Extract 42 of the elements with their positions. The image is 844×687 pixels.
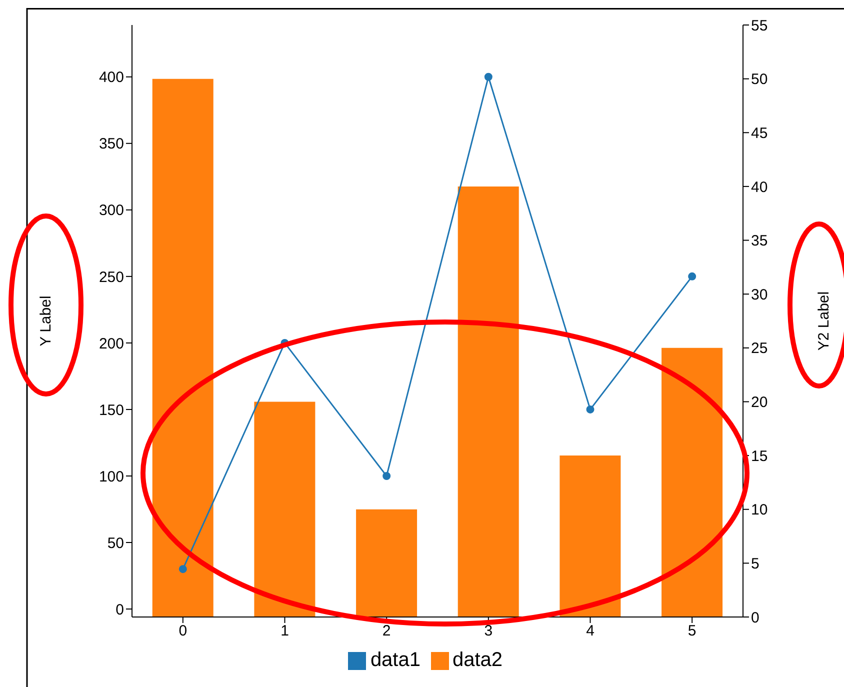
y2-tick-label: 0 — [751, 609, 760, 626]
point — [688, 272, 696, 280]
y-tick-label: 150 — [98, 402, 124, 419]
y-tick-label: 400 — [98, 69, 124, 86]
x-tick-label: 4 — [586, 622, 594, 640]
bar — [356, 509, 418, 617]
x-tick-label: 5 — [688, 622, 696, 640]
y-tick-label: 350 — [98, 136, 124, 153]
y2-tick-label: 10 — [751, 502, 768, 519]
point — [382, 472, 391, 480]
point — [178, 565, 187, 574]
x-tick-label: 1 — [280, 622, 289, 640]
y-tick-label: 100 — [98, 468, 124, 486]
y2-tick-label: 20 — [751, 394, 768, 412]
point — [586, 405, 594, 414]
bar — [662, 348, 723, 617]
legend-label: data1 — [370, 649, 420, 671]
y-axis-title: Y Label — [37, 296, 54, 346]
y2-axis-title: Y2 Label — [815, 291, 832, 351]
bar — [254, 402, 316, 617]
y-tick-label: 250 — [98, 268, 124, 286]
x-tick-label: 2 — [382, 622, 391, 640]
y-tick-label: 50 — [107, 534, 124, 552]
y2-tick-label: 25 — [751, 340, 768, 358]
point — [484, 72, 492, 81]
bar — [560, 456, 621, 617]
bar — [152, 78, 214, 617]
y2-tick-label: 30 — [751, 286, 768, 304]
y-tick-label: 200 — [98, 335, 124, 352]
y-tick-label: 300 — [98, 202, 124, 220]
y2-tick-label: 45 — [751, 124, 768, 142]
y2-tick-label: 55 — [751, 17, 768, 34]
y2-tick-label: 15 — [751, 448, 768, 465]
bar — [458, 186, 519, 617]
y-tick-label: 0 — [116, 601, 124, 618]
y2-tick-label: 5 — [751, 556, 760, 573]
y2-tick-label: 35 — [751, 232, 768, 250]
y2-tick-label: 50 — [751, 71, 768, 88]
legend-label: data2 — [452, 649, 503, 671]
x-tick-label: 3 — [484, 622, 493, 640]
x-tick-label: 0 — [178, 622, 188, 640]
y2-tick-label: 40 — [751, 178, 768, 196]
